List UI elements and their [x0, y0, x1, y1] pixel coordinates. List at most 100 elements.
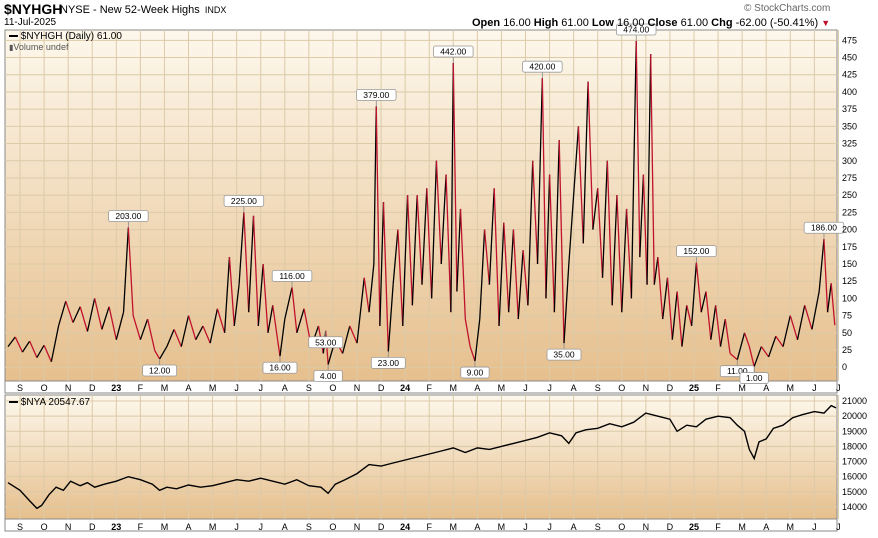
x-tick-label: 25 — [689, 383, 699, 393]
annotation-label: 12.00 — [149, 365, 171, 375]
nyhgh-segment — [223, 257, 231, 333]
nyhgh-segment — [666, 277, 673, 340]
x-tick-label: A — [282, 383, 288, 393]
nyhgh-segment — [736, 332, 746, 360]
nyhgh-segment — [435, 160, 442, 265]
y-tick-label: 400 — [842, 87, 857, 97]
price-gridlines — [5, 30, 839, 381]
nyhgh-segment — [108, 306, 117, 340]
nyhgh-segment — [548, 174, 556, 313]
nyhgh-segment — [729, 352, 738, 361]
x-tick-label: J — [523, 522, 528, 532]
nyhgh-segment — [464, 318, 471, 347]
x-tick-label: A — [186, 383, 192, 393]
nyhgh-segment — [279, 318, 286, 357]
nyhgh-segment — [79, 306, 89, 332]
volume-bars-icon: ▮ — [9, 43, 14, 52]
nyhgh-segment — [72, 306, 81, 323]
nyhgh-segment — [690, 262, 698, 326]
x-tick-label: N — [354, 383, 361, 393]
nyhgh-segment — [430, 160, 438, 299]
x-tick-label: J — [547, 383, 552, 393]
nyhgh-segment — [356, 277, 365, 344]
nyhgh-segment — [625, 208, 633, 299]
nyhgh-segment — [483, 229, 491, 285]
nyhgh-segment — [639, 174, 645, 258]
nyhgh-segment — [101, 306, 110, 330]
annotation-box — [739, 372, 769, 384]
x-tick-label: N — [65, 522, 72, 532]
x-tick-label: 23 — [111, 522, 121, 532]
nyhgh-segment — [541, 78, 547, 299]
nyhgh-segment — [503, 222, 510, 313]
y-tick-label: 19000 — [842, 426, 867, 436]
y-tick-label: 200 — [842, 225, 857, 235]
nyhgh-segment — [146, 318, 156, 351]
nyhgh-segment — [450, 63, 454, 313]
nyhgh-segment — [291, 287, 298, 333]
nyhgh-segment — [715, 305, 722, 347]
annotation-label: 9.00 — [467, 368, 484, 378]
nya-line — [7, 404, 837, 510]
close-label: Close — [647, 17, 678, 29]
nyhgh-segment — [426, 188, 433, 299]
nyhgh-segment — [818, 239, 825, 292]
nyhgh-segment — [402, 195, 409, 326]
nyhgh-segment — [65, 300, 74, 323]
nyhgh-segment — [646, 54, 652, 285]
annotation-box — [676, 245, 717, 258]
annotation-label: 4.00 — [320, 371, 337, 381]
nyhgh-segment — [479, 229, 486, 320]
nyhgh-segment — [630, 40, 637, 299]
nyhgh-segment — [173, 329, 182, 347]
x-tick-label: O — [618, 383, 625, 393]
nyhgh-segment — [760, 346, 770, 358]
index-y-axis: 14000 15000 16000 17000 18000 19000 20000 21000 — [842, 396, 867, 512]
volume-legend: ▮Volume undef — [9, 42, 68, 52]
nyhgh-segment — [379, 202, 385, 326]
annotation-label: 379.00 — [363, 90, 389, 100]
nyhgh-segment — [642, 174, 648, 285]
nyhgh-segment — [180, 315, 190, 347]
x-tick-label: A — [282, 522, 288, 532]
nyhgh-segment — [621, 208, 628, 313]
y-tick-label: 75 — [842, 311, 852, 321]
x-tick-label: N — [65, 383, 72, 393]
nyhgh-segment — [296, 308, 305, 334]
nyhgh-segment — [411, 195, 418, 306]
open-value: 16.00 — [503, 17, 531, 29]
annotation-box — [433, 45, 474, 58]
nyhgh-segment — [421, 188, 428, 285]
close-value: 61.00 — [680, 17, 709, 29]
nyhgh-segment — [681, 305, 688, 347]
nyhgh-segment — [657, 257, 664, 320]
nyhgh-segment — [488, 188, 495, 285]
x-tick-label: F — [138, 383, 144, 393]
nyhgh-segment — [397, 229, 404, 326]
y-tick-label: 225 — [842, 207, 857, 217]
exchange-text: INDX — [204, 5, 227, 15]
x-tick-label: 25 — [689, 522, 699, 532]
index-legend: $NYA 20547.67 — [9, 397, 90, 408]
nyhgh-segment — [36, 344, 45, 358]
nyhgh-segment — [823, 239, 829, 313]
nyhgh-segment — [671, 291, 678, 340]
annotation-box — [546, 348, 582, 361]
price-legend-text: $NYHGH (Daily) 61.00 — [20, 31, 122, 42]
annotation-box — [803, 221, 845, 234]
nyhgh-segment — [719, 318, 726, 347]
annotation-label: 1.00 — [746, 373, 763, 383]
nyhgh-segment — [262, 263, 269, 333]
x-tick-label: O — [618, 522, 625, 532]
x-tick-label: A — [474, 522, 480, 532]
x-tick-label: S — [595, 383, 601, 393]
annotation-box — [460, 366, 490, 379]
x-tick-label: M — [161, 383, 169, 393]
y-tick-label: 375 — [842, 104, 857, 114]
chart-date: 11-Jul-2025 — [4, 17, 57, 28]
nyhgh-segment — [284, 287, 293, 320]
nyhgh-segment — [532, 160, 539, 265]
annotation-label: 442.00 — [440, 47, 466, 57]
nyhgh-segment — [132, 315, 142, 340]
volume-legend-text: Volume undef — [13, 42, 69, 52]
